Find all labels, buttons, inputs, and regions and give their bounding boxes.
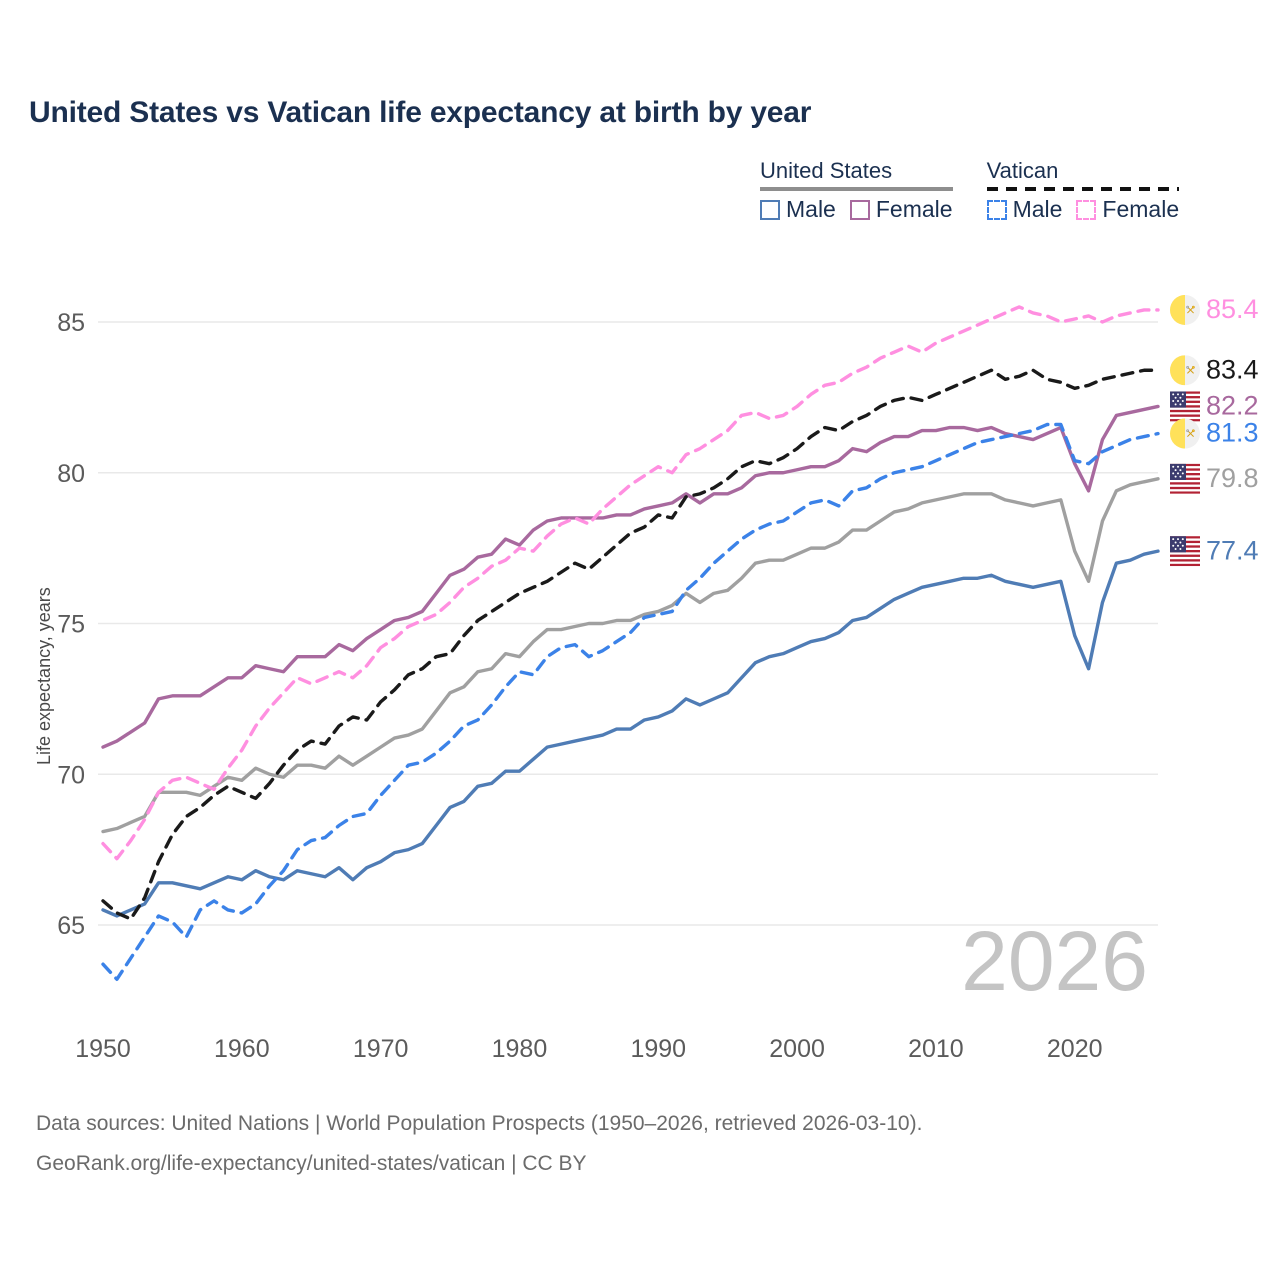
end-value-vatican-male: 81.3 <box>1206 418 1259 448</box>
y-tick-75: 75 <box>57 611 85 639</box>
x-axis-tick-labels: 1950 1960 1970 1980 1990 2000 2010 2020 <box>75 1035 1102 1063</box>
vatican-flag-icon <box>1170 418 1200 449</box>
end-value-us-total: 79.8 <box>1206 463 1259 493</box>
x-tick-1950: 1950 <box>75 1035 131 1063</box>
series-line-united-states-male <box>101 549 1160 918</box>
legend-swatch-vatican-male <box>986 199 1007 220</box>
y-axis-title: Life expectancy, years <box>34 587 54 765</box>
y-tick-80: 80 <box>57 460 85 488</box>
x-tick-1980: 1980 <box>492 1035 548 1063</box>
end-value-us-male: 77.4 <box>1206 535 1259 565</box>
legend-item-us-male[interactable]: Male <box>760 198 836 221</box>
legend-rule-vatican <box>986 187 1180 191</box>
legend-rule-us <box>760 187 953 191</box>
year-watermark: 2026 <box>961 914 1148 1008</box>
vatican-flag-icon <box>1170 355 1200 386</box>
series-line-vatican-total <box>101 368 1160 921</box>
legend-label-vatican-female: Female <box>1102 196 1180 222</box>
end-value-vatican-total: 83.4 <box>1206 354 1259 384</box>
footer-line-url[interactable]: GeoRank.org/life-expectancy/united-state… <box>36 1152 587 1175</box>
legend-group-vatican: Vatican Male Female <box>986 158 1180 222</box>
legend-country-label-us: United States <box>760 158 893 183</box>
x-tick-2000: 2000 <box>769 1035 825 1063</box>
legend-swatch-us-male <box>760 199 780 220</box>
series-line-united-states-female <box>101 404 1160 749</box>
y-gridlines <box>98 321 1158 926</box>
y-tick-65: 65 <box>57 912 85 940</box>
legend-country-label-vatican: Vatican <box>986 158 1059 183</box>
footer-line-sources: Data sources: United Nations | World Pop… <box>36 1112 923 1135</box>
x-tick-1970: 1970 <box>353 1035 409 1063</box>
end-value-us-female: 82.2 <box>1206 391 1259 421</box>
legend-label-us-male: Male <box>786 196 836 222</box>
legend-group-united-states: United States Male Female <box>760 158 953 221</box>
series-line-vatican-female <box>101 305 1160 861</box>
x-tick-2020: 2020 <box>1047 1035 1103 1063</box>
legend-item-us-female[interactable]: Female <box>849 196 953 222</box>
legend-label-us-female: Female <box>875 196 953 222</box>
data-series-group <box>101 305 1160 981</box>
legend-item-vatican-female[interactable]: Female <box>1076 198 1179 221</box>
y-tick-70: 70 <box>57 761 85 789</box>
series-line-united-states-total <box>101 477 1160 834</box>
legend-swatch-us-female <box>849 199 870 220</box>
chart-legend: United States Male Female Vatican Male <box>760 158 1180 222</box>
vatican-flag-icon <box>1170 294 1200 325</box>
end-labels-group: 85.4 83.4 82.281.3 79.8 77.4 <box>1170 294 1259 567</box>
us-flag-icon <box>1170 391 1200 422</box>
us-flag-icon <box>1170 463 1200 494</box>
legend-item-vatican-male[interactable]: Male <box>986 196 1063 222</box>
legend-label-vatican-male: Male <box>1012 196 1063 222</box>
end-value-vatican-female: 85.4 <box>1206 294 1259 324</box>
y-tick-85: 85 <box>57 309 85 337</box>
us-flag-icon <box>1170 536 1200 567</box>
x-tick-2010: 2010 <box>908 1035 964 1063</box>
y-axis-tick-labels: 65 70 75 80 85 <box>57 309 85 940</box>
page-title: United States vs Vatican life expectancy… <box>29 96 812 129</box>
footer-credits: Data sources: United Nations | World Pop… <box>36 1104 922 1184</box>
legend-swatch-vatican-female <box>1076 199 1097 220</box>
series-line-vatican-male <box>101 422 1160 981</box>
x-tick-1990: 1990 <box>630 1035 686 1063</box>
x-tick-1960: 1960 <box>214 1035 270 1063</box>
